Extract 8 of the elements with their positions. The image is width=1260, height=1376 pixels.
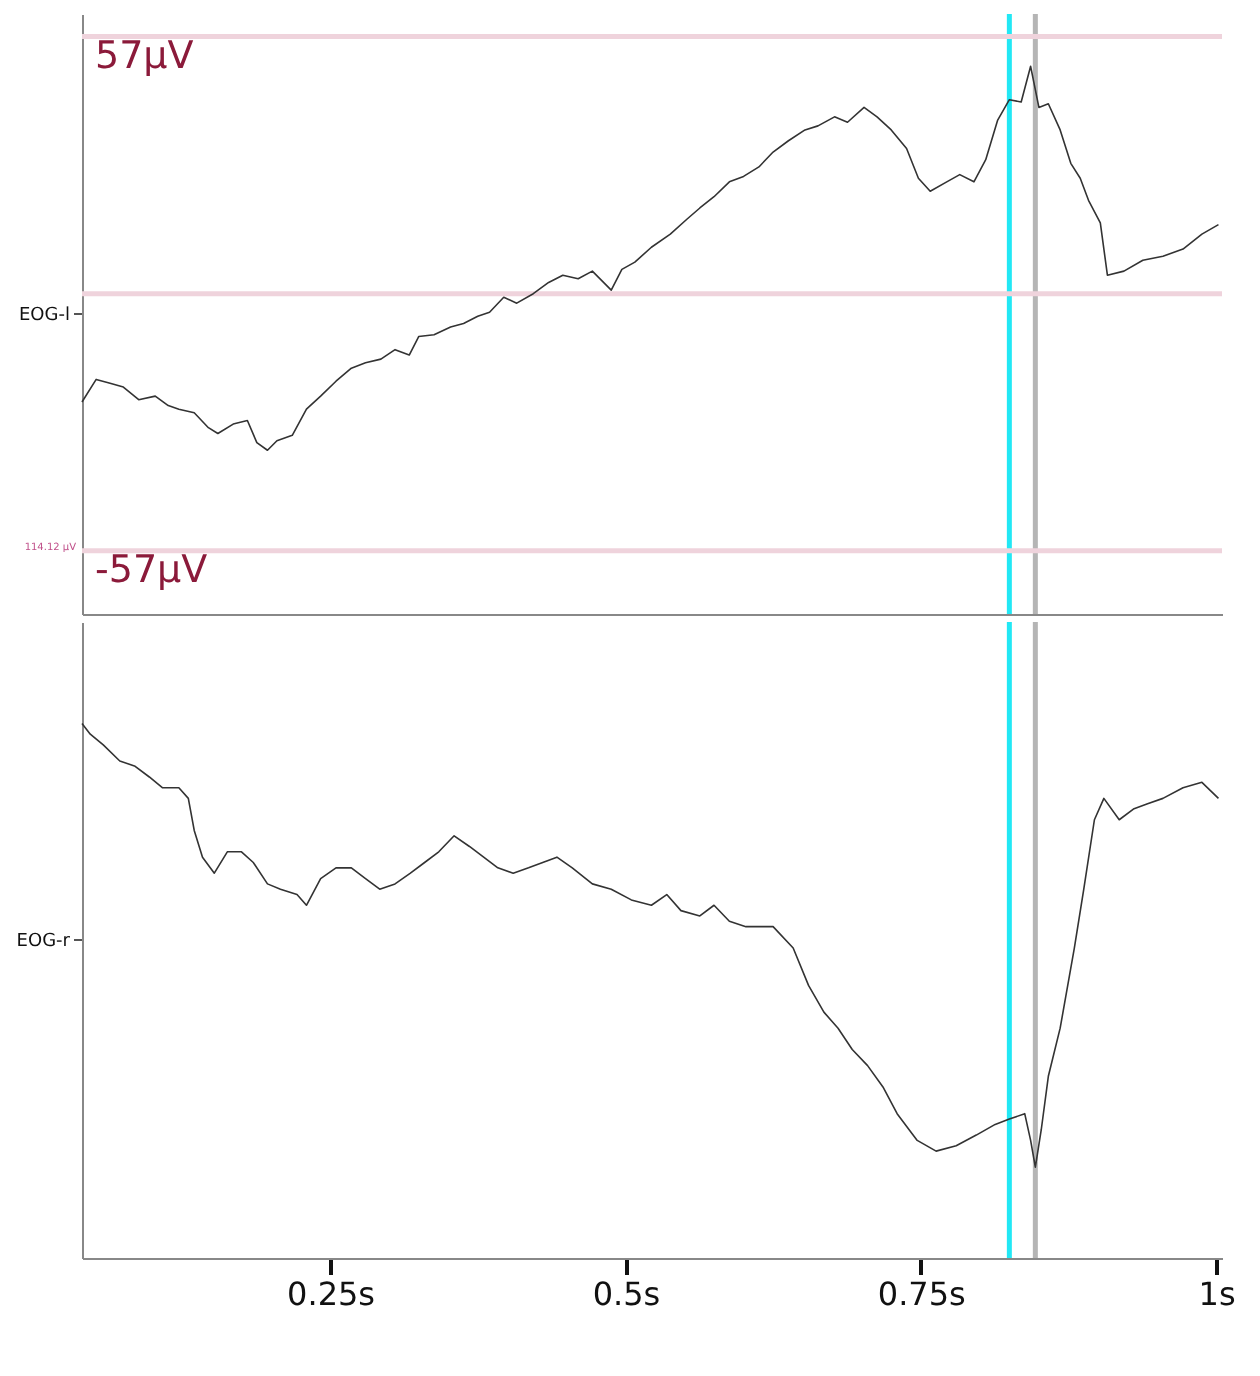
text: EOG-r [16,932,71,952]
x-tick-label: 0.5s [592,1275,661,1313]
x-tick-label: 1s [1198,1275,1236,1313]
y-tick-label: -57µV [95,547,208,592]
x-tick-label: 0.25s [287,1275,376,1313]
y-tick-label: 57µV [95,33,194,78]
text: EOG-l [19,306,70,326]
x-tick-label: 0.75s [877,1275,966,1313]
